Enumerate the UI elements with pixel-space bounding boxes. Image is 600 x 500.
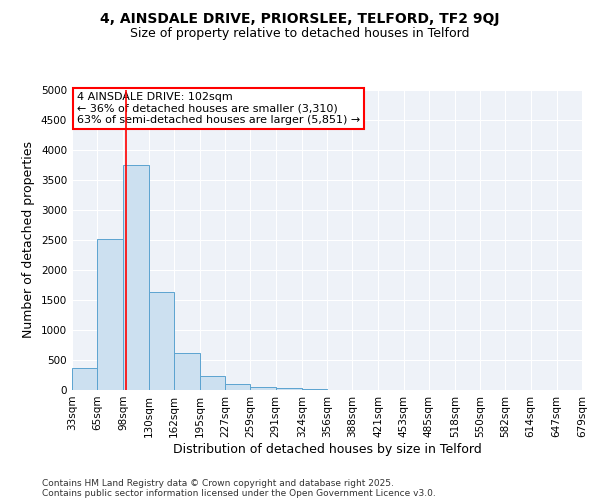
Y-axis label: Number of detached properties: Number of detached properties xyxy=(22,142,35,338)
Bar xyxy=(149,292,174,390)
Bar xyxy=(302,389,327,390)
Bar xyxy=(124,165,149,390)
Bar xyxy=(275,388,302,390)
Bar xyxy=(250,387,275,390)
Text: 4, AINSDALE DRIVE, PRIORSLEE, TELFORD, TF2 9QJ: 4, AINSDALE DRIVE, PRIORSLEE, TELFORD, T… xyxy=(100,12,500,26)
Text: Contains public sector information licensed under the Open Government Licence v3: Contains public sector information licen… xyxy=(42,488,436,498)
Text: Contains HM Land Registry data © Crown copyright and database right 2025.: Contains HM Land Registry data © Crown c… xyxy=(42,478,394,488)
X-axis label: Distribution of detached houses by size in Telford: Distribution of detached houses by size … xyxy=(173,442,481,456)
Bar xyxy=(225,384,250,390)
Bar xyxy=(200,376,225,390)
Text: 4 AINSDALE DRIVE: 102sqm
← 36% of detached houses are smaller (3,310)
63% of sem: 4 AINSDALE DRIVE: 102sqm ← 36% of detach… xyxy=(77,92,361,124)
Bar xyxy=(97,239,124,390)
Bar xyxy=(174,353,200,390)
Bar xyxy=(72,368,97,390)
Text: Size of property relative to detached houses in Telford: Size of property relative to detached ho… xyxy=(130,28,470,40)
